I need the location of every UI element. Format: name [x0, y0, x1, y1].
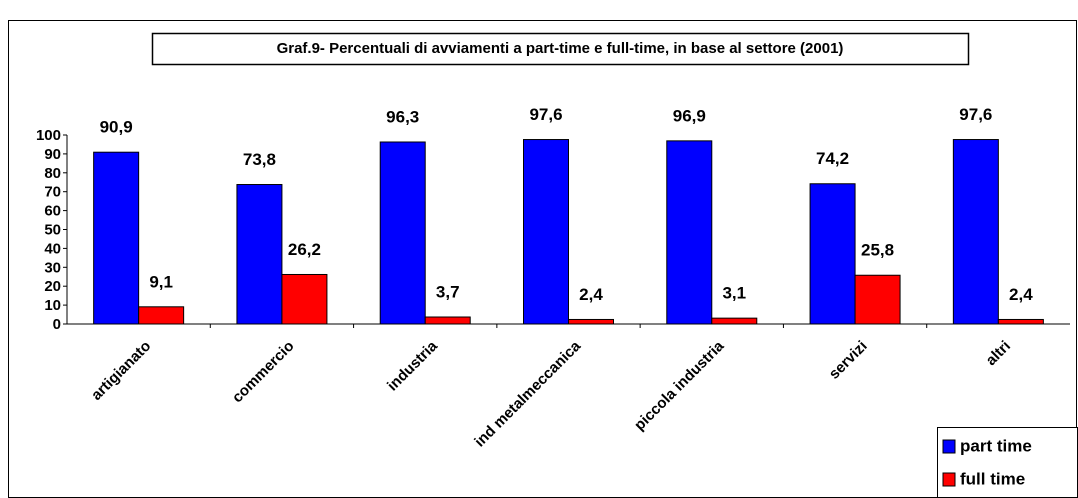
bar: [666, 140, 713, 325]
y-tick-label: 10: [44, 297, 61, 314]
bar: [809, 183, 856, 325]
legend-box: [937, 427, 1078, 498]
value-label: 3,7: [436, 282, 460, 301]
legend-swatch: [942, 439, 956, 454]
y-tick-label: 60: [44, 203, 61, 220]
y-tick-label: 40: [44, 240, 61, 257]
y-tick-label: 0: [53, 316, 61, 333]
y-tick-label: 90: [44, 146, 61, 163]
bar: [424, 316, 471, 325]
value-label: 73,8: [243, 150, 276, 169]
value-label: 2,4: [579, 285, 603, 304]
value-label: 74,2: [816, 149, 849, 168]
y-tick-label: 30: [44, 259, 61, 276]
value-label: 25,8: [861, 241, 894, 260]
bar: [952, 139, 999, 325]
legend-label: part time: [960, 436, 1032, 455]
bar: [236, 184, 283, 325]
y-tick-label: 80: [44, 165, 61, 182]
bar: [523, 139, 569, 325]
bar: [379, 141, 426, 325]
y-tick-label: 100: [36, 127, 61, 144]
y-tick-label: 70: [44, 184, 61, 201]
y-tick-label: 20: [44, 278, 61, 295]
value-label: 90,9: [100, 118, 133, 137]
title-box: [151, 32, 970, 66]
value-label: 9,1: [149, 272, 173, 291]
value-label: 3,1: [722, 284, 746, 303]
bar: [281, 273, 328, 325]
bar: [93, 151, 140, 325]
value-label: 96,9: [673, 106, 706, 125]
bar: [138, 306, 185, 325]
chart-title: Graf.9- Percentuali di avviamenti a part…: [277, 40, 844, 57]
legend-label: full time: [960, 469, 1025, 488]
bar: [711, 317, 758, 325]
value-label: 26,2: [288, 240, 321, 259]
value-label: 97,6: [529, 105, 562, 124]
y-tick-label: 50: [44, 221, 61, 238]
bar: [568, 318, 614, 325]
bar: [854, 274, 901, 325]
value-label: 2,4: [1009, 285, 1033, 304]
legend-swatch: [942, 472, 956, 487]
value-label: 96,3: [386, 107, 419, 126]
value-label: 97,6: [959, 105, 992, 124]
bar: [997, 318, 1044, 325]
